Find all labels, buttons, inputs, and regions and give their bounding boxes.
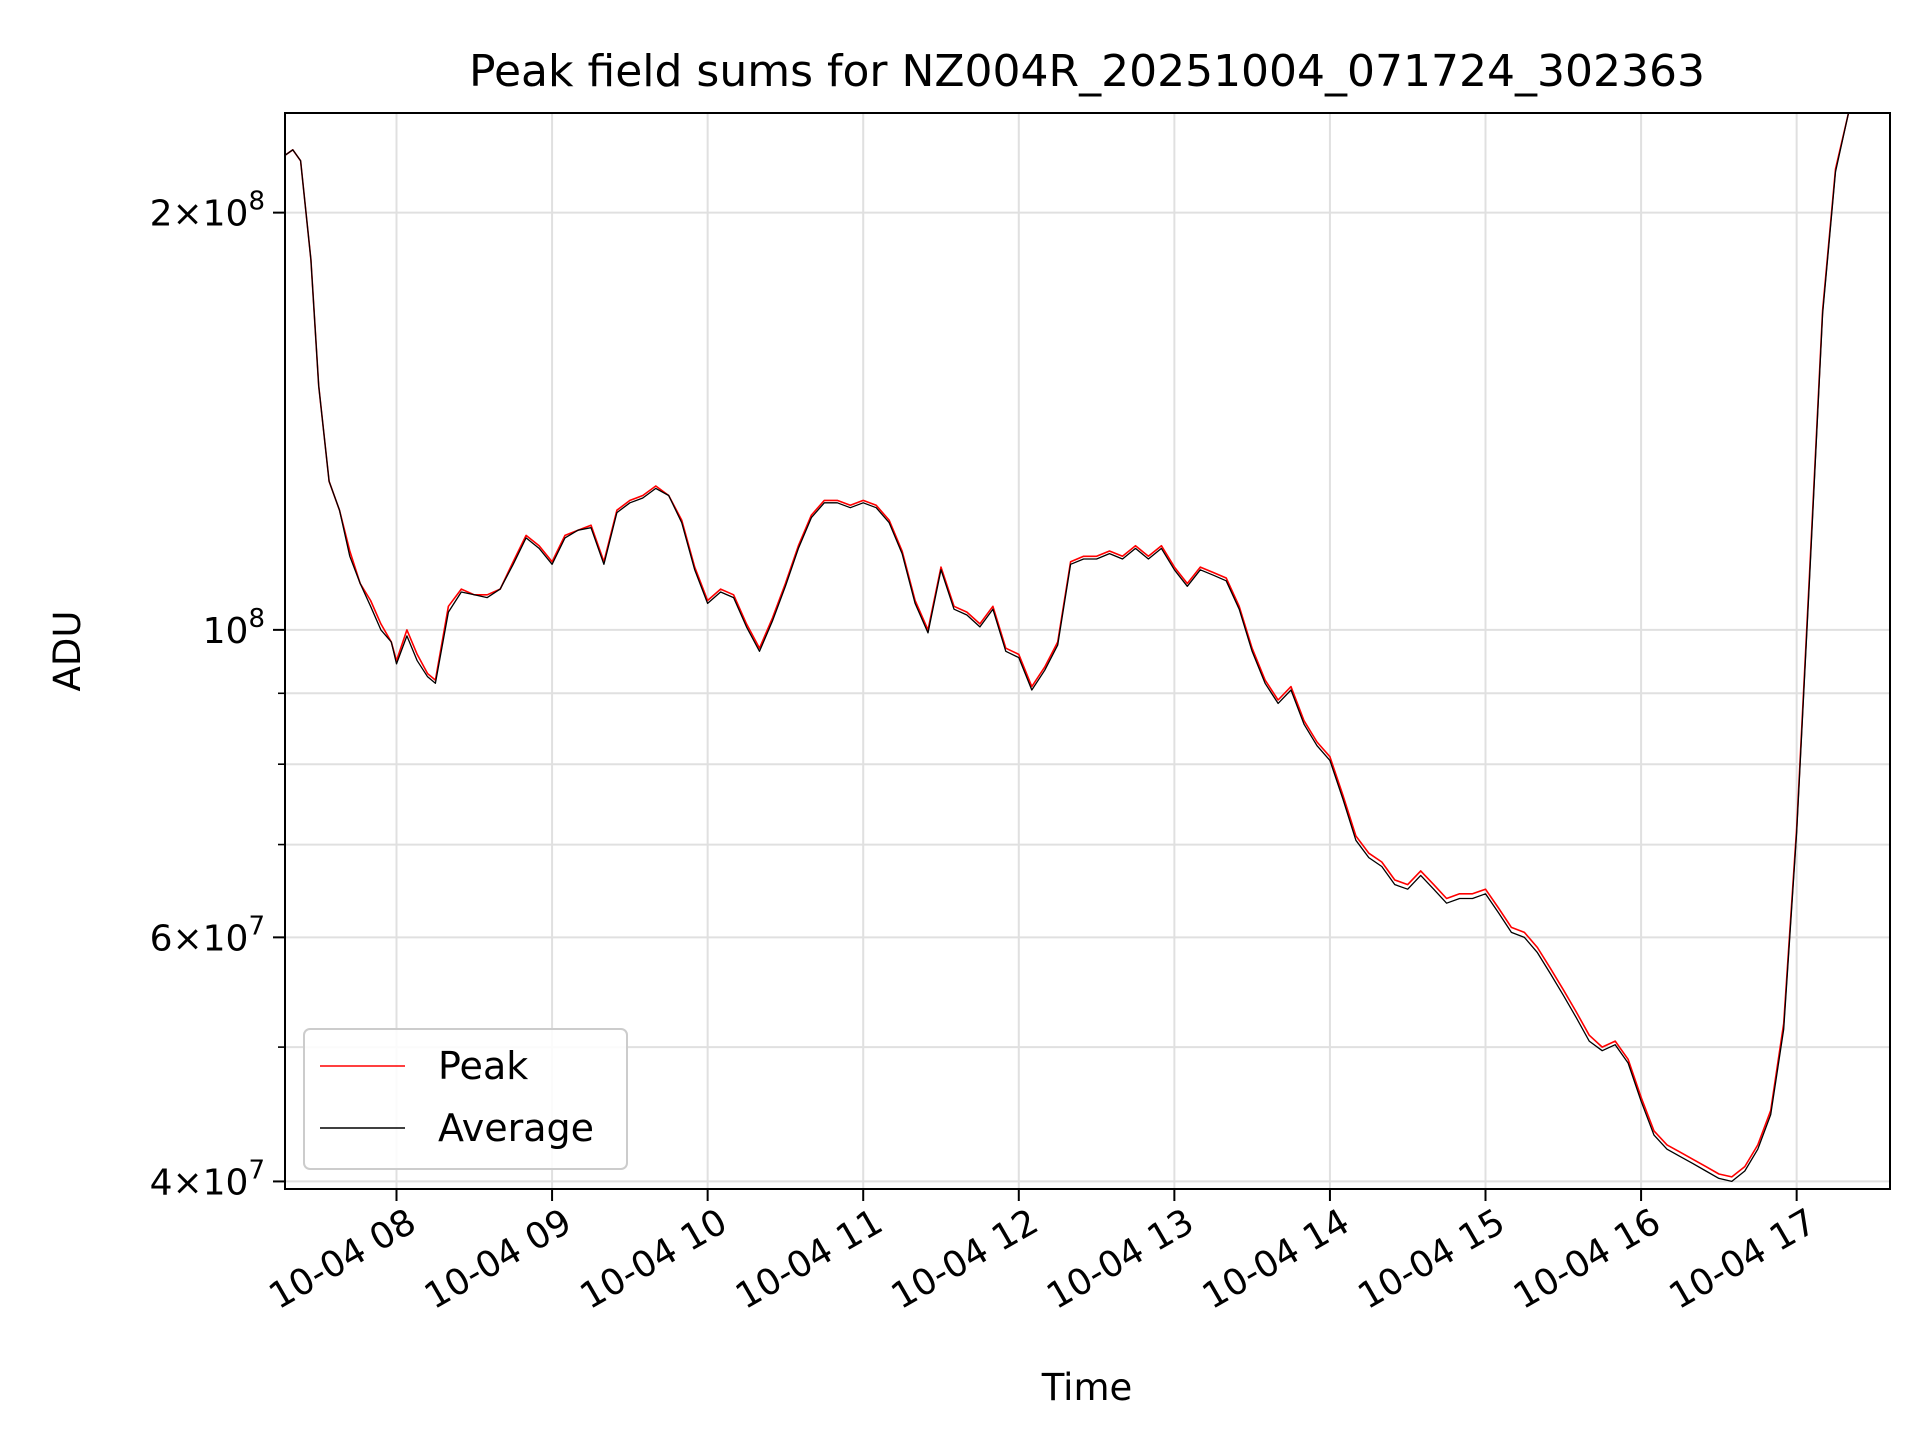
- legend-label-average: Average: [438, 1106, 594, 1150]
- y-tick-label: 2×108: [150, 187, 265, 235]
- grid: [285, 113, 1890, 1189]
- plot-frame: [284, 112, 1891, 1190]
- y-tick-label: 6×107: [150, 911, 265, 959]
- plot-series: [284, 112, 1850, 1183]
- x-axis-title: Time: [1041, 1366, 1133, 1409]
- chart-title: Peak field sums for NZ004R_20251004_0717…: [469, 46, 1705, 97]
- y-tick-label: 108: [203, 604, 265, 652]
- y-axis-title: ADU: [46, 611, 89, 692]
- legend-label-peak: Peak: [438, 1044, 528, 1088]
- y-tick-label: 4×107: [150, 1155, 265, 1203]
- series-line-average: [284, 112, 1850, 1183]
- legend: Peak Average: [303, 1028, 628, 1170]
- legend-box: [303, 1028, 628, 1170]
